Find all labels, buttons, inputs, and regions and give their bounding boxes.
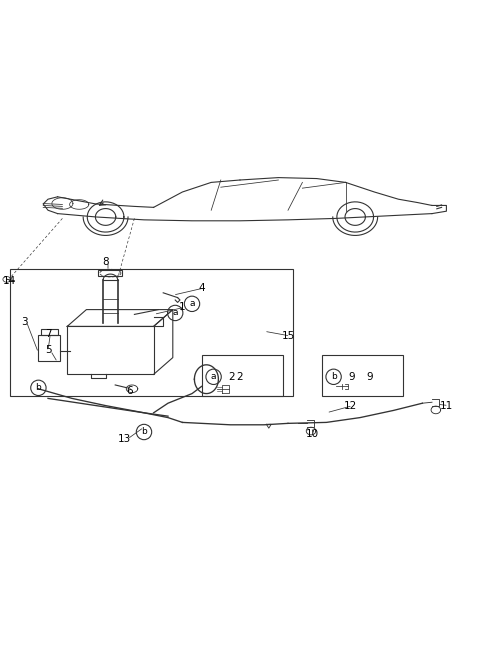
Text: 2: 2 (228, 372, 235, 382)
Text: 9: 9 (348, 372, 355, 382)
Text: 7: 7 (45, 329, 51, 339)
Text: a: a (172, 308, 178, 317)
Text: 15: 15 (281, 331, 295, 341)
Text: a: a (189, 299, 195, 308)
Bar (41, 329, 58, 335)
Text: 12: 12 (344, 401, 357, 411)
Text: 9: 9 (366, 372, 373, 382)
Bar (38, 335, 60, 361)
Text: 4: 4 (198, 283, 205, 293)
Text: 13: 13 (118, 434, 132, 444)
Text: 8: 8 (102, 257, 109, 267)
Text: 14: 14 (3, 276, 16, 286)
Text: b: b (141, 427, 147, 437)
Text: b: b (36, 383, 41, 392)
Text: 2: 2 (237, 372, 243, 382)
Bar (98, 270, 122, 276)
Text: b: b (331, 372, 336, 381)
Text: 1: 1 (179, 302, 186, 312)
Text: 5: 5 (45, 345, 51, 355)
Bar (67, 327, 154, 374)
Text: 6: 6 (126, 386, 133, 396)
Text: a: a (211, 372, 216, 381)
Text: 11: 11 (440, 401, 453, 411)
Text: 3: 3 (21, 317, 27, 327)
Text: 10: 10 (305, 429, 319, 439)
